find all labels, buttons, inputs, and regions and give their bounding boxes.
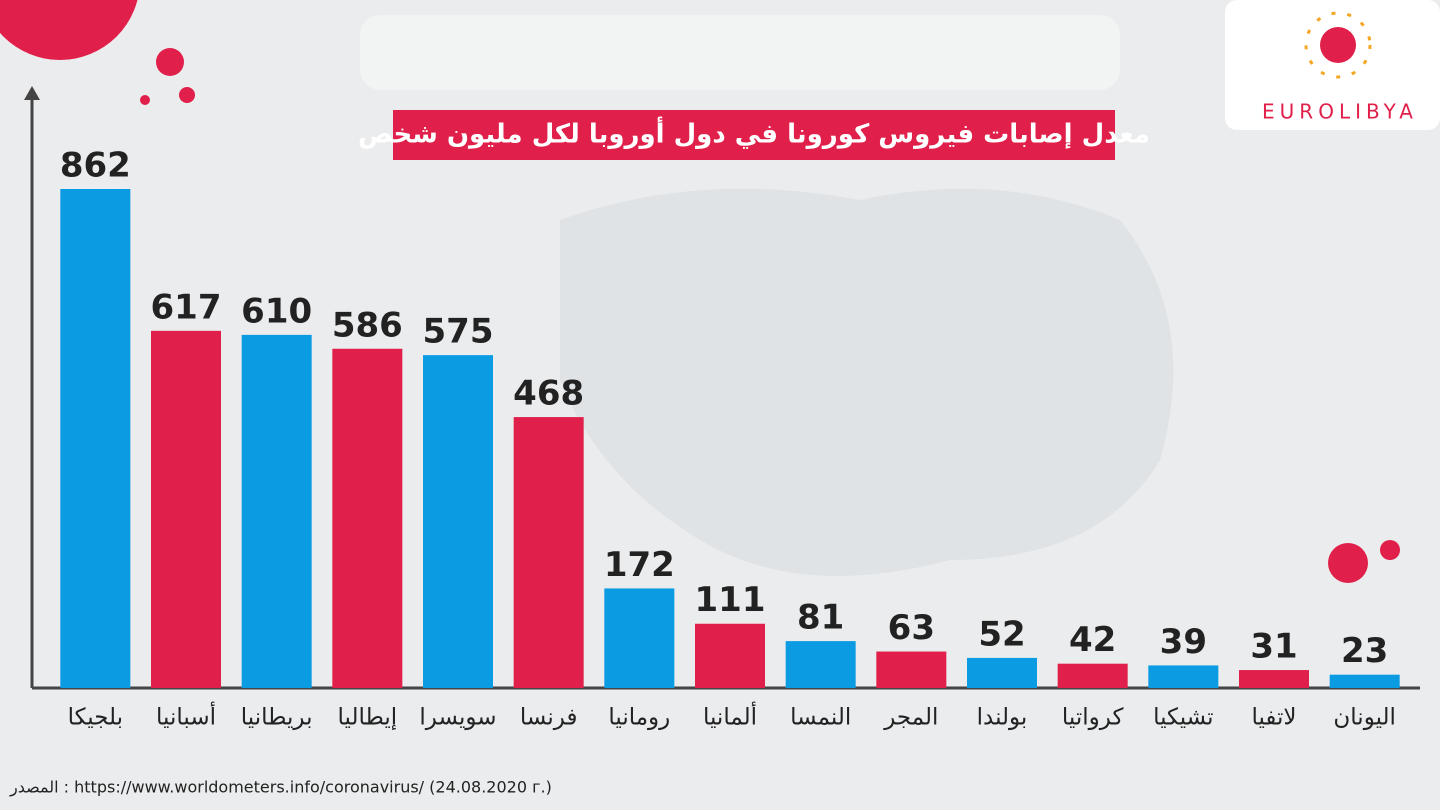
x-tick-label: تشيكيا	[1153, 705, 1214, 731]
bar	[332, 348, 403, 688]
title-box	[393, 110, 1115, 160]
value-label: 172	[604, 545, 675, 585]
y-axis-arrow	[24, 86, 40, 100]
value-label: 617	[151, 287, 222, 327]
x-tick-label: اليونان	[1333, 705, 1396, 731]
bar	[695, 623, 765, 688]
logo-emblem	[1320, 27, 1356, 63]
value-label: 610	[241, 291, 312, 331]
x-tick-label: النمسا	[790, 705, 851, 731]
value-label: 862	[60, 145, 131, 185]
x-tick-label: لاتفيا	[1251, 705, 1296, 731]
bar	[785, 641, 856, 688]
bar	[604, 588, 675, 688]
value-label: 111	[695, 580, 766, 620]
value-label: 575	[423, 312, 494, 352]
map-shape	[560, 188, 1174, 576]
x-tick-label: فرنسا	[520, 705, 578, 731]
x-tick-label: ألمانيا	[703, 702, 757, 731]
value-label: 39	[1160, 622, 1207, 662]
value-label: 586	[332, 305, 403, 345]
bar	[876, 651, 947, 688]
x-tick-label: بريطانيا	[241, 705, 313, 731]
header-panel	[360, 15, 1120, 90]
bar	[513, 417, 584, 688]
value-label: 81	[797, 598, 844, 638]
chart-title: معدل إصابات فيروس كورونا في دول أوروبا ل…	[358, 117, 1150, 150]
value-label: 31	[1250, 627, 1297, 667]
decor-blob	[156, 48, 184, 76]
value-label: 52	[978, 614, 1025, 654]
decor-blob	[179, 87, 195, 103]
x-tick-label: بولندا	[977, 705, 1028, 731]
x-tick-label: المجر	[883, 705, 938, 731]
bar	[60, 188, 131, 688]
decor-blob	[1328, 543, 1368, 583]
logo-text: EUROLIBYA	[1262, 100, 1418, 124]
x-tick-label: رومانيا	[608, 705, 670, 731]
value-label: 468	[513, 374, 584, 414]
decor-blob	[0, 0, 138, 60]
value-label: 42	[1069, 620, 1116, 660]
x-tick-label: إيطاليا	[338, 705, 398, 731]
bar	[967, 657, 1037, 688]
x-tick-label: أسبانيا	[156, 702, 216, 731]
bar	[423, 355, 493, 688]
bar	[1239, 670, 1309, 688]
decor-blob	[1380, 540, 1400, 560]
source-note: المصدر : https://www.worldometers.info/c…	[9, 778, 552, 798]
x-tick-label: سويسرا	[419, 705, 496, 731]
value-label: 63	[888, 608, 935, 648]
bar	[1148, 665, 1219, 688]
value-label: 23	[1341, 631, 1388, 671]
x-tick-label: كرواتيا	[1062, 705, 1124, 731]
bar	[1057, 663, 1128, 688]
bar	[241, 334, 312, 688]
x-tick-label: بلجيكا	[68, 705, 124, 731]
decor-blob	[140, 95, 150, 105]
logo-box	[1225, 0, 1440, 130]
bar	[151, 330, 221, 688]
logo-stars	[1304, 11, 1372, 79]
bar	[1329, 674, 1400, 688]
